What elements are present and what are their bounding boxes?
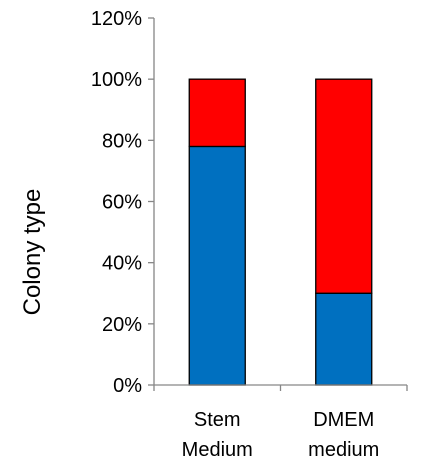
x-category-label: DMEM medium	[308, 409, 379, 461]
y-tick-label: 20%	[102, 314, 142, 336]
bar-segment-series-2	[315, 78, 373, 294]
y-tick-label: 120%	[91, 8, 142, 30]
bar-segment-series-1	[315, 292, 373, 386]
y-axis-title: Colony type	[19, 189, 46, 316]
y-tick-label: 100%	[91, 69, 142, 91]
y-tick-label: 40%	[102, 253, 142, 275]
x-category-label: Stem Medium	[182, 409, 253, 461]
bar-segment-series-1	[188, 145, 246, 386]
y-tick-label: 80%	[102, 130, 142, 152]
bar-segment-series-2	[188, 78, 246, 148]
y-tick-label: 60%	[102, 192, 142, 214]
y-tick-label: 0%	[113, 375, 142, 397]
